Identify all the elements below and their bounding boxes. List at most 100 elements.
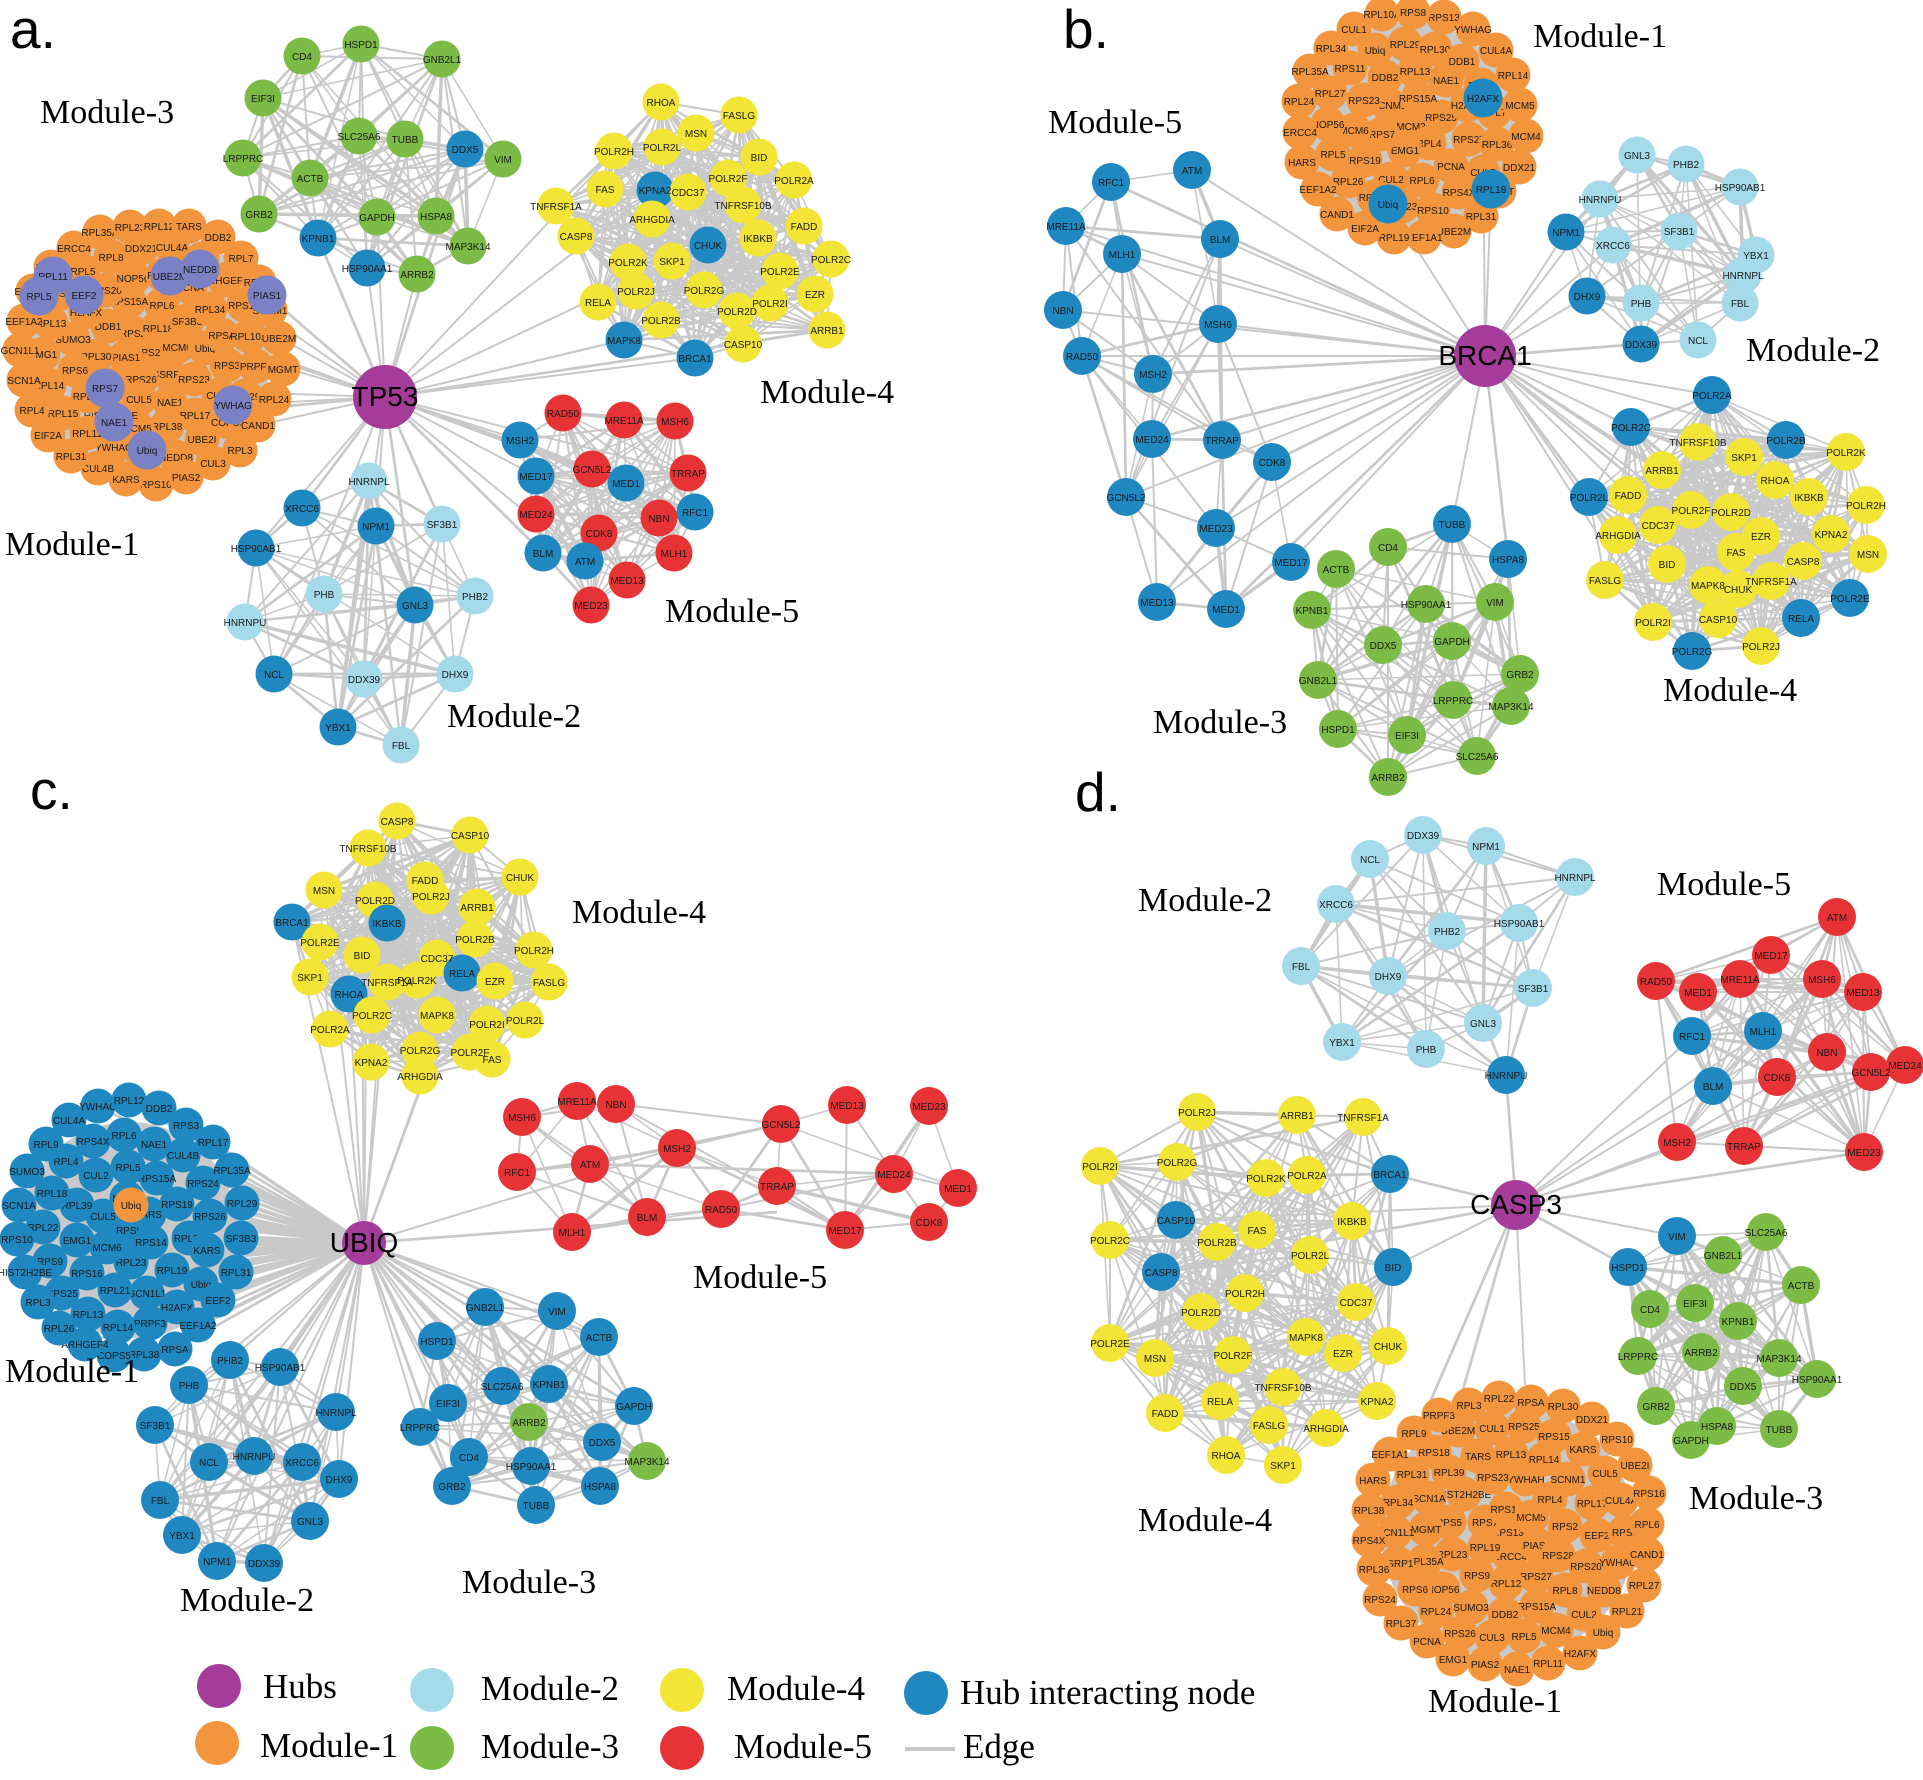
svg-text:RPL22: RPL22	[1484, 1394, 1515, 1405]
svg-text:YBX1: YBX1	[1743, 251, 1769, 262]
svg-text:SCN1A: SCN1A	[7, 376, 41, 387]
svg-text:ACTB: ACTB	[586, 1333, 613, 1344]
svg-text:SUMO3: SUMO3	[9, 1167, 45, 1178]
svg-text:Ubiq: Ubiq	[121, 1201, 142, 1212]
svg-text:IKBKB: IKBKB	[743, 234, 773, 245]
svg-text:HIST2H2BE: HIST2H2BE	[1437, 1490, 1492, 1501]
svg-text:RPL13: RPL13	[73, 1310, 104, 1321]
svg-text:FASLG: FASLG	[533, 978, 565, 989]
svg-text:MED17: MED17	[1274, 558, 1308, 569]
svg-text:DHX9: DHX9	[1375, 972, 1402, 983]
svg-text:PRPF3: PRPF3	[134, 1319, 167, 1330]
svg-text:MSH2: MSH2	[663, 1144, 691, 1155]
svg-text:Module-4: Module-4	[1663, 672, 1797, 709]
svg-text:HSPD1: HSPD1	[344, 40, 378, 51]
svg-text:NAE1: NAE1	[157, 398, 184, 409]
svg-text:FAS: FAS	[483, 1055, 502, 1066]
svg-text:MED17: MED17	[519, 472, 553, 483]
svg-text:RPS8: RPS8	[1612, 1528, 1639, 1539]
svg-text:RPL5: RPL5	[1511, 1632, 1536, 1643]
svg-text:RHOA: RHOA	[647, 98, 676, 109]
svg-text:RPL14: RPL14	[1498, 71, 1529, 82]
svg-text:ERCC4: ERCC4	[57, 244, 91, 255]
svg-text:MSN: MSN	[1857, 550, 1879, 561]
svg-text:YWHAG: YWHAG	[1454, 25, 1492, 36]
svg-text:MED13: MED13	[610, 576, 644, 587]
svg-text:POLR2J: POLR2J	[1742, 642, 1780, 653]
svg-text:HARS: HARS	[1359, 1476, 1387, 1487]
svg-text:EIF3I: EIF3I	[1395, 731, 1419, 742]
svg-text:POLR2I: POLR2I	[1082, 1162, 1118, 1173]
svg-text:Edge: Edge	[963, 1727, 1035, 1766]
svg-text:SF3B1: SF3B1	[427, 520, 458, 531]
svg-text:ARRB1: ARRB1	[1280, 1111, 1314, 1122]
svg-text:ACTB: ACTB	[1323, 565, 1350, 576]
svg-text:RPS11: RPS11	[1491, 1505, 1522, 1516]
svg-text:ERCC4: ERCC4	[1493, 1552, 1527, 1563]
svg-text:DDX5: DDX5	[452, 145, 479, 156]
svg-text:HSP90AB1: HSP90AB1	[255, 1363, 306, 1374]
svg-text:PHB: PHB	[179, 1381, 200, 1392]
svg-text:Ubiq: Ubiq	[1378, 200, 1399, 211]
svg-text:UBE2M: UBE2M	[1441, 1426, 1475, 1437]
svg-text:RPS26: RPS26	[1444, 1629, 1476, 1640]
svg-text:TARS: TARS	[136, 1210, 162, 1221]
svg-text:UBIQ: UBIQ	[330, 1227, 398, 1258]
svg-text:TNFRSF10B: TNFRSF10B	[1254, 1383, 1312, 1394]
svg-text:YWHAH: YWHAH	[1507, 1475, 1544, 1486]
svg-text:EEF1A1: EEF1A1	[1371, 1450, 1409, 1461]
svg-text:TRRAP: TRRAP	[671, 469, 705, 480]
svg-text:HIST2H2BE: HIST2H2BE	[0, 1268, 53, 1279]
svg-text:FBL: FBL	[392, 741, 411, 752]
svg-text:RPL34: RPL34	[195, 305, 226, 316]
svg-text:CDC37: CDC37	[1340, 1298, 1373, 1309]
svg-text:RPL8: RPL8	[98, 253, 123, 264]
svg-text:POLR2I: POLR2I	[469, 1020, 505, 1031]
svg-text:SLC25A6: SLC25A6	[481, 1382, 524, 1393]
svg-text:RPL14: RPL14	[1529, 1455, 1560, 1466]
svg-text:RPL6: RPL6	[111, 1131, 136, 1142]
svg-text:Module-5: Module-5	[693, 1259, 827, 1296]
svg-text:GRB2: GRB2	[245, 210, 273, 221]
svg-text:RFC1: RFC1	[504, 1168, 531, 1179]
svg-text:Module-5: Module-5	[665, 593, 799, 630]
svg-text:POLR2J: POLR2J	[617, 287, 655, 298]
svg-text:DDX39: DDX39	[1625, 340, 1658, 351]
svg-text:RPS3: RPS3	[173, 1121, 200, 1132]
svg-text:RPS5: RPS5	[1436, 1518, 1463, 1529]
svg-text:NCL: NCL	[1360, 855, 1380, 866]
svg-text:POLR2G: POLR2G	[684, 286, 725, 297]
svg-text:RPL18: RPL18	[143, 324, 174, 335]
svg-text:ATM: ATM	[580, 1160, 600, 1171]
svg-text:RPS16: RPS16	[1633, 1489, 1665, 1500]
svg-text:NBN: NBN	[648, 514, 669, 525]
svg-text:MED1: MED1	[1684, 988, 1712, 999]
svg-text:VIM: VIM	[1486, 598, 1504, 609]
svg-text:LRPPRC: LRPPRC	[400, 1423, 441, 1434]
svg-text:POLR2J: POLR2J	[1178, 1108, 1216, 1119]
svg-text:FASLG: FASLG	[1253, 1421, 1285, 1432]
svg-text:MED23: MED23	[1199, 524, 1233, 535]
svg-text:RPL29: RPL29	[1390, 40, 1421, 51]
svg-text:PHB: PHB	[1631, 299, 1652, 310]
svg-text:RAD50: RAD50	[547, 409, 580, 420]
svg-text:RPL19: RPL19	[1379, 233, 1410, 244]
svg-text:Module-2: Module-2	[447, 698, 581, 735]
svg-text:POLR2G: POLR2G	[1672, 647, 1713, 658]
svg-text:NEDD8: NEDD8	[159, 453, 193, 464]
svg-text:ARRB1: ARRB1	[1645, 466, 1679, 477]
svg-text:Module-1: Module-1	[5, 1353, 139, 1390]
svg-text:RPS8: RPS8	[1400, 8, 1427, 19]
svg-text:PHB2: PHB2	[217, 1356, 244, 1367]
svg-text:CD4: CD4	[292, 52, 312, 63]
svg-text:NOP56: NOP56	[117, 274, 150, 285]
svg-text:POLR2L: POLR2L	[1291, 1251, 1330, 1262]
svg-text:VIM: VIM	[494, 155, 512, 166]
svg-text:Module-5: Module-5	[1657, 866, 1791, 903]
svg-text:PHB2: PHB2	[1434, 927, 1461, 938]
svg-text:LRPPRC: LRPPRC	[1433, 696, 1474, 707]
svg-text:RPS4X: RPS4X	[1443, 188, 1476, 199]
svg-text:EEF2: EEF2	[1584, 1531, 1609, 1542]
svg-text:RPL29: RPL29	[227, 1199, 258, 1210]
svg-text:RAD50: RAD50	[705, 1205, 738, 1216]
